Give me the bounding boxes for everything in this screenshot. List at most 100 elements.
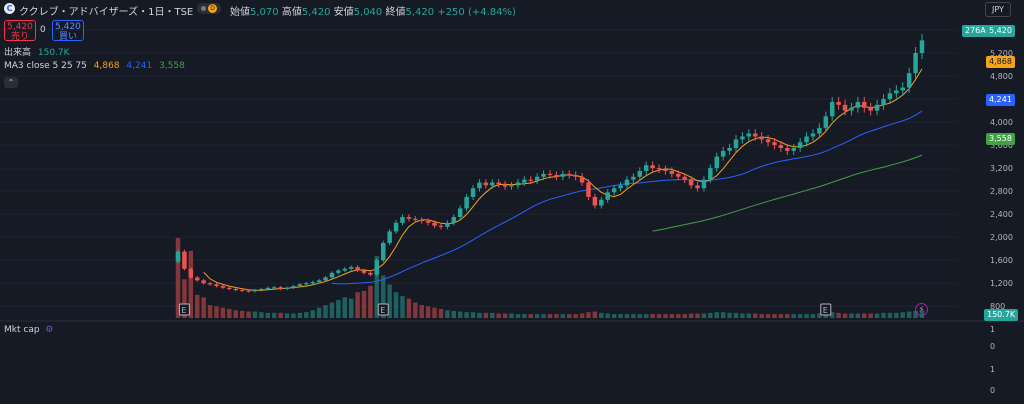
symbol-logo[interactable]: C [4, 3, 15, 14]
open-value: 5,070 [250, 7, 279, 18]
candle-body [592, 196, 598, 206]
ma-label: MA3 close 5 25 75 [4, 61, 87, 71]
ma75-legend-value: 3,558 [159, 61, 185, 71]
event-marker [377, 303, 389, 316]
volume-bar [701, 313, 707, 318]
candle-body [733, 139, 739, 148]
candle-body [522, 179, 527, 183]
volume-bar [650, 314, 655, 318]
volume-bar [496, 313, 501, 318]
candles[interactable] [175, 34, 925, 293]
candle-body [457, 208, 463, 218]
volume-bar [502, 313, 508, 318]
currency-button[interactable]: JPY [985, 2, 1011, 17]
candle-body [355, 267, 360, 271]
alert-icon[interactable]: ⚡ [915, 303, 928, 316]
price-tick-label: 1,200 [990, 279, 1013, 288]
candle-body [906, 73, 912, 88]
candle-body [842, 104, 848, 111]
candle-body [496, 182, 501, 185]
candle-body [631, 176, 636, 180]
candle-body [515, 182, 521, 186]
volume-bar [631, 314, 636, 318]
indicator-tick-label: 0 [990, 342, 995, 351]
low-label: 安値 [333, 7, 354, 18]
candle-body [374, 260, 380, 275]
high-value: 5,420 [301, 7, 331, 18]
candle-body [329, 272, 335, 278]
volume-bar [368, 285, 373, 318]
volume-bar [323, 305, 328, 318]
candle-body [894, 90, 899, 94]
volume-bar [413, 302, 418, 318]
sell-price: 5,420 [7, 22, 33, 32]
candle-body [477, 182, 482, 189]
candle-body [470, 188, 476, 197]
sell-button[interactable]: 5,420 売り [4, 20, 36, 42]
price-tick-label: 1,600 [990, 256, 1013, 265]
volume-bar [913, 310, 918, 318]
candle-body [451, 217, 457, 223]
candle-body [714, 156, 720, 169]
volume-bar [810, 314, 816, 318]
candle-body [829, 101, 835, 117]
volume-bar [534, 314, 540, 318]
candle-body [817, 127, 822, 134]
volume-bar [733, 312, 739, 318]
candle-body [810, 133, 816, 137]
candle-body [913, 53, 918, 74]
change-value: +250 (+4.84%) [437, 7, 516, 18]
volume-bar [220, 307, 226, 318]
volume-bar [342, 297, 348, 318]
chevron-up-icon: ⌃ [7, 78, 15, 87]
indicator-axis: 1 0 1 0 [990, 325, 995, 395]
collapse-legend-button[interactable]: ⌃ [4, 77, 18, 88]
close-value: 5,420 [405, 7, 435, 18]
candle-body [650, 165, 655, 169]
candle-body [188, 268, 194, 278]
volume-bar [246, 311, 251, 318]
candle-body [541, 173, 546, 177]
volume-bar [278, 312, 283, 318]
candle-body [246, 290, 251, 292]
count-tag: 276A [962, 25, 989, 37]
volume-bar [759, 314, 764, 318]
volume-bar [708, 312, 713, 318]
candle-body [727, 147, 732, 151]
volume-bar [239, 310, 245, 318]
volume-bar [509, 313, 514, 318]
symbol-title[interactable]: ククレブ・アドバイザーズ・1日・TSE [19, 7, 194, 18]
volume-bar [566, 314, 572, 318]
ma25-legend-value: 4,241 [126, 61, 153, 71]
price-axis[interactable]: 800 1,200 1,600 2,000 2,400 2,800 3,200 3,600 4,… [990, 26, 1013, 311]
candle-body [720, 150, 726, 157]
ma-legend: MA3 close 5 25 75 4,868 4,241 3,558 [4, 61, 185, 71]
volume-bar [194, 294, 200, 318]
volume-bar [637, 314, 643, 318]
ma25-line [331, 110, 923, 285]
candle-body [785, 147, 790, 151]
volume-bar [406, 298, 412, 318]
close-label: 終値 [385, 7, 406, 18]
volume-bar [284, 313, 290, 318]
candle-body [688, 179, 694, 186]
volume-bar [740, 313, 745, 318]
candle-body [868, 107, 873, 111]
timeframe-dot-toggle[interactable]: D [197, 3, 221, 14]
candle-body [579, 176, 585, 183]
volume-bars [175, 238, 925, 318]
low-value: 5,040 [353, 7, 383, 18]
volume-bar [868, 313, 873, 318]
status-dot-icon [201, 6, 206, 11]
spread-value: 0 [40, 25, 46, 35]
candle-body [239, 290, 245, 292]
candle-body [265, 287, 271, 289]
volume-bar [887, 312, 893, 318]
volume-bar [528, 314, 534, 318]
buy-button[interactable]: 5,420 買い [52, 20, 84, 42]
settings-gear-icon[interactable]: ⚙ [45, 325, 54, 335]
volume-bar [329, 302, 335, 318]
candle-body [849, 107, 854, 111]
